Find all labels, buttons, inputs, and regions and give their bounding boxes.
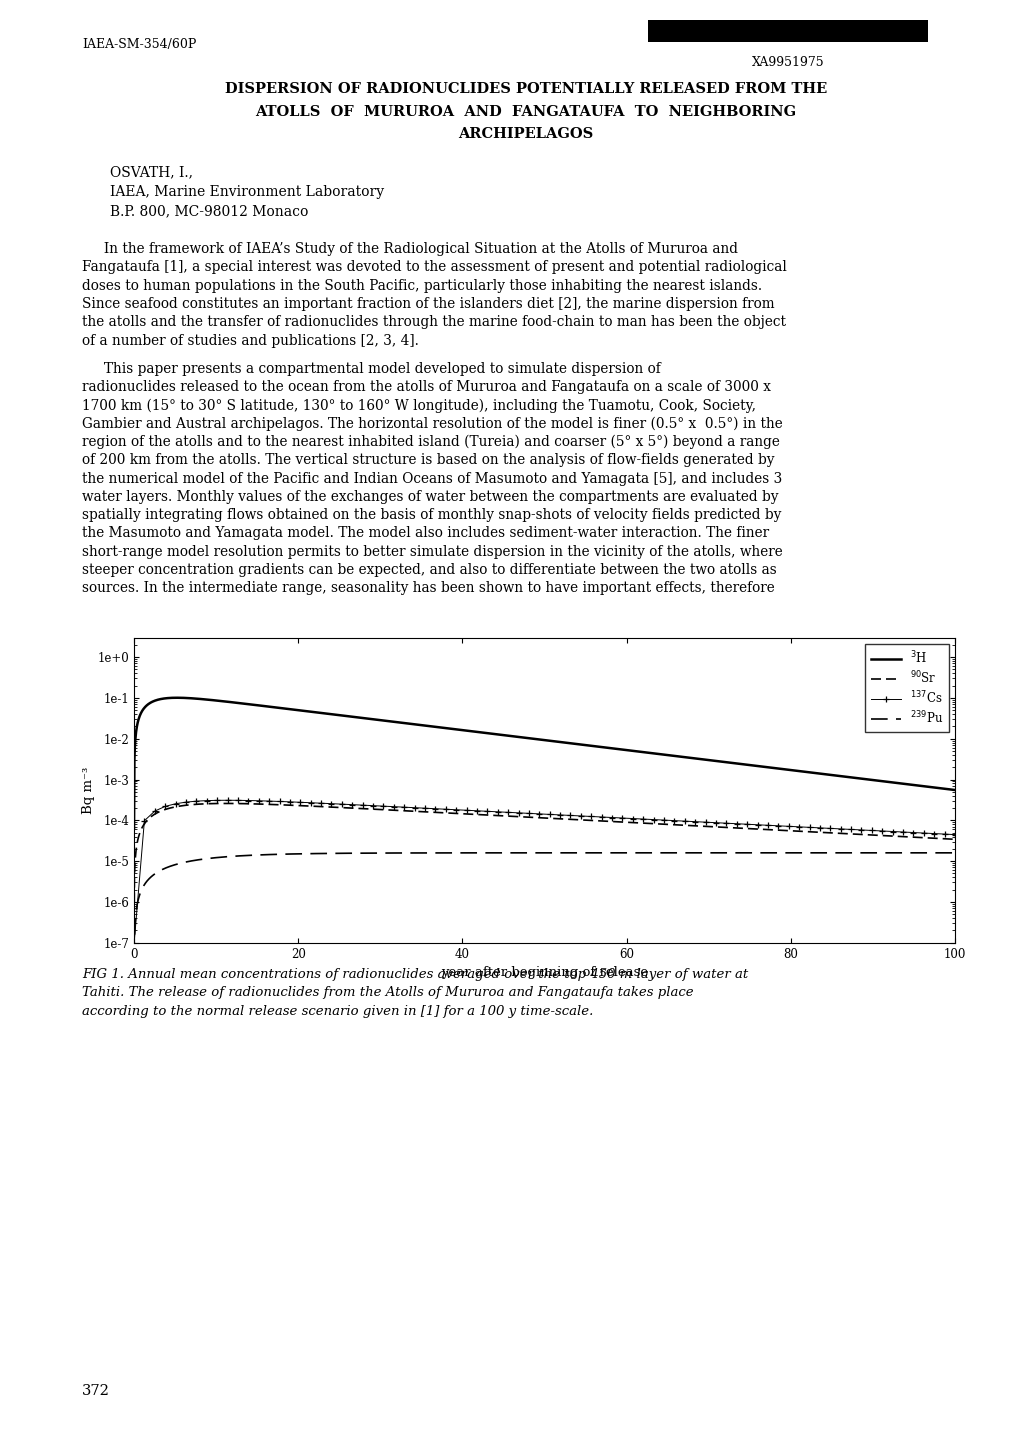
Text: ARCHIPELAGOS: ARCHIPELAGOS [458,127,593,141]
Text: short-range model resolution permits to better simulate dispersion in the vicini: short-range model resolution permits to … [82,545,782,558]
Text: ATOLLS  OF  MURUROA  AND  FANGATAUFA  TO  NEIGHBORING: ATOLLS OF MURUROA AND FANGATAUFA TO NEIG… [255,104,796,118]
Text: region of the atolls and to the nearest inhabited island (Tureia) and coarser (5: region of the atolls and to the nearest … [82,434,780,449]
Y-axis label: Bq m⁻³: Bq m⁻³ [82,766,95,814]
Text: In the framework of IAEA’s Study of the Radiological Situation at the Atolls of : In the framework of IAEA’s Study of the … [82,242,738,255]
Text: water layers. Monthly values of the exchanges of water between the compartments : water layers. Monthly values of the exch… [82,491,777,504]
Text: steeper concentration gradients can be expected, and also to differentiate betwe: steeper concentration gradients can be e… [82,563,776,577]
Text: Fangataufa [1], a special interest was devoted to the assessment of present and : Fangataufa [1], a special interest was d… [82,260,786,274]
Text: according to the normal release scenario given in [1] for a 100 y time-scale.: according to the normal release scenario… [82,1004,593,1017]
Bar [647,20,927,42]
Text: OSVATH, I.,: OSVATH, I., [110,165,193,179]
Text: spatially integrating flows obtained on the basis of monthly snap-shots of veloc: spatially integrating flows obtained on … [82,508,781,522]
Text: Gambier and Austral archipelagos. The horizontal resolution of the model is fine: Gambier and Austral archipelagos. The ho… [82,417,782,431]
Text: the atolls and the transfer of radionuclides through the marine food-chain to ma: the atolls and the transfer of radionucl… [82,315,786,329]
Text: IAEA-SM-354/60P: IAEA-SM-354/60P [82,38,197,51]
Text: Since seafood constitutes an important fraction of the islanders diet [2], the m: Since seafood constitutes an important f… [82,297,773,310]
Text: the numerical model of the Pacific and Indian Oceans of Masumoto and Yamagata [5: the numerical model of the Pacific and I… [82,472,782,486]
Text: XA9951975: XA9951975 [751,56,823,69]
Text: Tahiti. The release of radionuclides from the Atolls of Mururoa and Fangataufa t: Tahiti. The release of radionuclides fro… [82,986,693,999]
Text: This paper presents a compartmental model developed to simulate dispersion of: This paper presents a compartmental mode… [82,362,660,375]
Text: 1700 km (15° to 30° S latitude, 130° to 160° W longitude), including the Tuamotu: 1700 km (15° to 30° S latitude, 130° to … [82,398,755,413]
Text: IAEA, Marine Environment Laboratory: IAEA, Marine Environment Laboratory [110,185,384,199]
Text: radionuclides released to the ocean from the atolls of Mururoa and Fangataufa on: radionuclides released to the ocean from… [82,380,770,394]
Text: the Masumoto and Yamagata model. The model also includes sediment-water interact: the Masumoto and Yamagata model. The mod… [82,527,768,541]
Text: B.P. 800, MC-98012 Monaco: B.P. 800, MC-98012 Monaco [110,203,308,218]
Text: of a number of studies and publications [2, 3, 4].: of a number of studies and publications … [82,333,419,348]
Text: DISPERSION OF RADIONUCLIDES POTENTIALLY RELEASED FROM THE: DISPERSION OF RADIONUCLIDES POTENTIALLY … [224,82,826,97]
Text: sources. In the intermediate range, seasonality has been shown to have important: sources. In the intermediate range, seas… [82,582,774,596]
Text: 372: 372 [82,1384,110,1398]
Legend: $^{3}$H, $^{90}$Sr, $^{137}$Cs, $^{239}$Pu: $^{3}$H, $^{90}$Sr, $^{137}$Cs, $^{239}$… [864,644,948,733]
X-axis label: year after beginning of release: year after beginning of release [440,967,647,980]
Text: doses to human populations in the South Pacific, particularly those inhabiting t: doses to human populations in the South … [82,278,761,293]
Text: of 200 km from the atolls. The vertical structure is based on the analysis of fl: of 200 km from the atolls. The vertical … [82,453,773,468]
Text: FIG 1. Annual mean concentrations of radionuclides averaged over the top 450 m l: FIG 1. Annual mean concentrations of rad… [82,968,748,981]
